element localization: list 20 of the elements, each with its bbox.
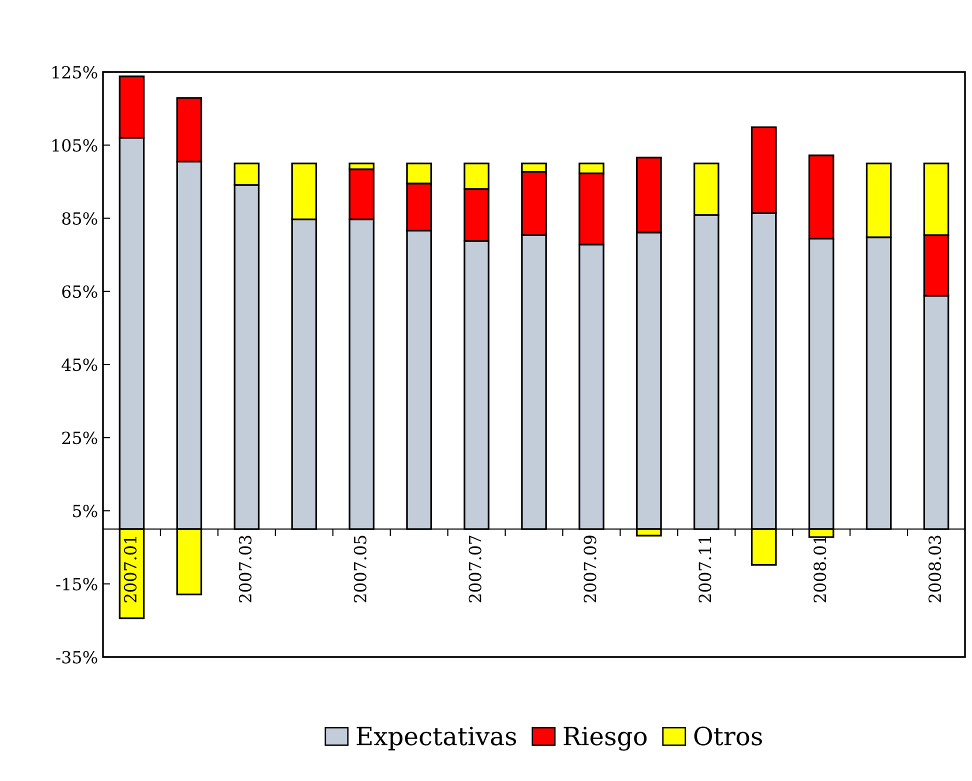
y-tick-label: -35% bbox=[56, 650, 98, 664]
y-tick-label: 125% bbox=[52, 66, 98, 79]
legend-label: Expectativas bbox=[356, 726, 516, 750]
y-tick-label: 65% bbox=[62, 285, 98, 298]
x-tick-label: 2007.01 bbox=[124, 536, 137, 602]
x-tick-label: 2007.09 bbox=[584, 536, 596, 602]
y-tick-label: 5% bbox=[73, 504, 98, 518]
x-tick-label: 2007.11 bbox=[698, 536, 712, 602]
legend-label: Riesgo bbox=[564, 726, 647, 751]
x-tick-label: 2007.05 bbox=[354, 536, 366, 602]
y-tick-label: 85% bbox=[62, 212, 98, 225]
x-tick-label: 2008.03 bbox=[928, 536, 942, 602]
x-tick-label: 2007.07 bbox=[468, 536, 482, 602]
y-tick-label: 25% bbox=[62, 432, 98, 444]
x-tick-label: 2008.01 bbox=[814, 536, 826, 602]
y-tick-label: 105% bbox=[52, 139, 98, 152]
x-tick-label: 2007.03 bbox=[238, 536, 252, 602]
legend-label: Otros bbox=[694, 726, 762, 746]
y-tick-label: -15% bbox=[56, 578, 98, 590]
y-tick-label: 45% bbox=[62, 358, 98, 372]
